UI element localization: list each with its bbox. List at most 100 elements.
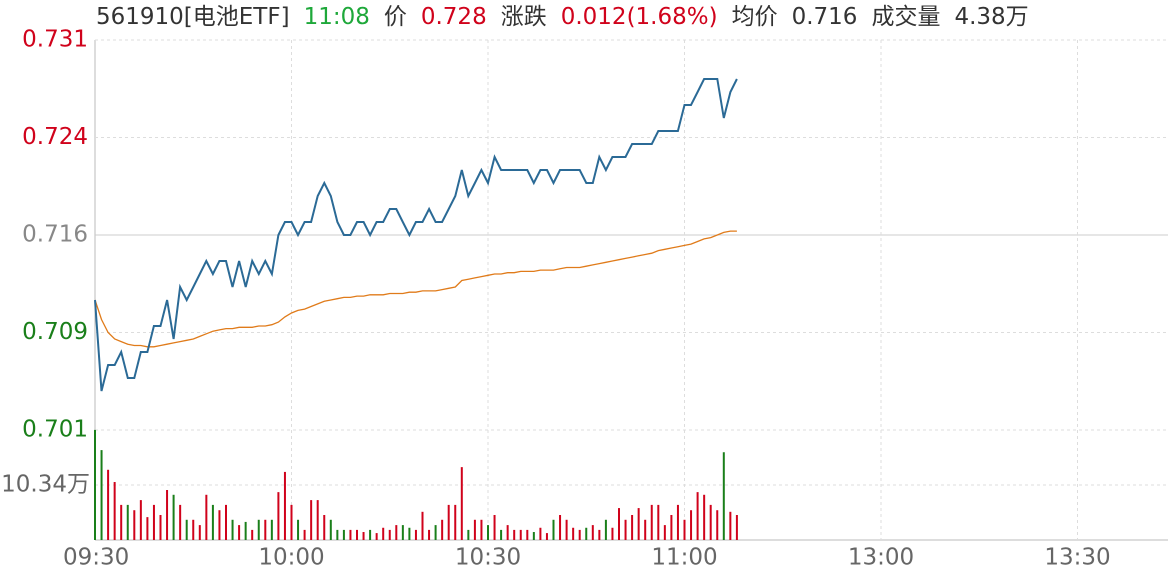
volume-bar	[716, 510, 719, 540]
volume-bar	[152, 504, 155, 540]
volume-bar	[441, 519, 444, 540]
volume-bar	[310, 500, 313, 540]
price-line	[94, 78, 738, 392]
header: 561910[电池ETF] 11:08 价 0.728 涨跌 0.012(1.68%) 均价…	[96, 2, 1043, 32]
volume-bar	[238, 525, 241, 540]
volume-bar	[513, 529, 516, 540]
volume-bar	[618, 508, 620, 540]
volume-bar	[545, 533, 548, 540]
volume-bar	[323, 515, 326, 540]
volume-bar	[297, 519, 300, 540]
header-item: 0.728	[420, 4, 487, 30]
volume-bar	[729, 511, 732, 540]
volume-bar	[473, 519, 476, 540]
volume-bar	[192, 519, 195, 540]
volume-bar	[408, 527, 411, 540]
volume-bar	[257, 519, 260, 540]
y-tick-label: 0.716	[22, 222, 88, 248]
volume-bar	[395, 525, 398, 540]
header-item: 0.012(1.68%)	[560, 4, 718, 30]
volume-bar	[506, 525, 509, 540]
header-item: 成交量	[871, 4, 941, 30]
y-tick-label: 0.724	[22, 124, 88, 150]
volume-bar	[107, 469, 110, 540]
volume-bar	[690, 510, 693, 540]
volume-bar	[591, 525, 594, 540]
volume-bar	[414, 529, 417, 540]
volume-bar	[565, 519, 568, 540]
volume-bar	[349, 529, 352, 540]
y-tick-label: 0.731	[22, 27, 88, 53]
volume-bar	[356, 529, 358, 540]
x-tick-label: 13:00	[848, 545, 914, 571]
volume-bar	[211, 504, 214, 540]
header-item: 11:08	[303, 4, 370, 30]
volume-bar	[225, 504, 227, 540]
volume-bar	[722, 452, 725, 540]
volume-bar	[676, 504, 679, 540]
x-tick-label: 10:30	[455, 545, 521, 571]
header-item: 4.38万	[954, 4, 1029, 30]
volume-bar	[650, 504, 653, 540]
volume-bar	[375, 533, 378, 540]
volume-bar	[578, 529, 581, 540]
volume-bar	[329, 519, 332, 540]
volume-bar	[696, 492, 699, 540]
volume-bar	[663, 525, 666, 540]
volume-bar	[434, 525, 437, 540]
volume-bar	[598, 529, 601, 540]
volume-bar	[388, 529, 391, 540]
volume-bar	[644, 519, 647, 540]
volume-bar	[611, 527, 614, 540]
volume-bar	[231, 519, 234, 540]
volume-bar	[500, 529, 503, 540]
volume-bar	[585, 527, 588, 540]
volume-bar	[179, 504, 182, 540]
volume-bar	[133, 510, 136, 540]
volume-bar	[277, 492, 280, 540]
volume-bar	[454, 504, 457, 540]
volume-bar	[336, 529, 339, 540]
volume-bar	[146, 517, 149, 540]
volume-bar	[283, 471, 286, 540]
volume-bar	[166, 490, 169, 540]
volume-bar	[270, 519, 273, 540]
volume-bar	[572, 527, 575, 540]
volume-bar	[113, 482, 116, 540]
volume-bar	[159, 515, 162, 540]
volume-bar	[487, 525, 489, 540]
volume-bar	[382, 527, 385, 540]
y-tick-label: 0.701	[22, 417, 88, 443]
x-tick-label: 13:30	[1044, 545, 1110, 571]
volume-bar	[637, 508, 640, 540]
volume-bar	[126, 504, 129, 540]
volume-bar	[244, 521, 247, 540]
volume-bar	[100, 450, 103, 540]
y-tick-label: 0.709	[22, 319, 88, 345]
volume-bar	[369, 529, 372, 540]
average-line	[94, 230, 737, 348]
volume-bar	[362, 532, 365, 540]
header-item: 价	[383, 4, 407, 30]
volume-bar	[532, 532, 535, 540]
volume-bar	[205, 494, 208, 540]
volume-bar	[624, 519, 627, 540]
volume-bar	[218, 510, 221, 540]
volume-bar	[303, 529, 306, 540]
volume-bar	[185, 519, 188, 540]
volume-bar	[139, 500, 142, 540]
volume-bar	[709, 504, 712, 540]
volume-tick-label: 10.34万	[1, 472, 90, 498]
volume-bar	[657, 504, 660, 540]
volume-bar	[539, 527, 542, 540]
volume-bar	[401, 525, 404, 540]
volume-bar	[493, 515, 496, 540]
header-item: 均价	[731, 4, 778, 30]
volume-bar	[447, 504, 450, 540]
volume-bar	[94, 429, 96, 540]
volume-bar	[428, 529, 431, 540]
volume-bar	[552, 519, 555, 540]
volume-bar	[526, 529, 529, 540]
volume-bar	[519, 529, 522, 540]
